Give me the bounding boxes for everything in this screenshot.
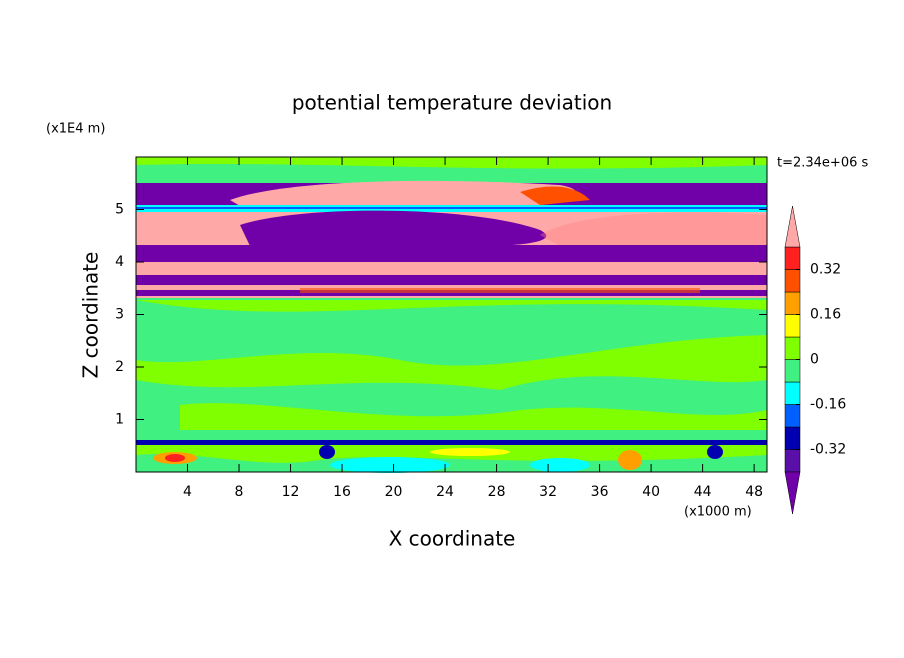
x-tick-label: 20 [385, 484, 403, 500]
x-tick-label: 36 [591, 484, 609, 500]
colorbar-band [784, 314, 801, 338]
colorbar-band [784, 291, 801, 315]
colorbar-bottom [784, 471, 801, 515]
contour-field [136, 157, 767, 473]
colorbar-band [784, 246, 801, 270]
chart-title: potential temperature deviation [292, 91, 612, 115]
colorbar-band [784, 359, 801, 383]
x-tick-label: 28 [488, 484, 506, 500]
colorbar-tick-label: 0.32 [810, 262, 841, 278]
colorbar-tick-label: 0 [810, 352, 819, 368]
y-tick-label: 3 [115, 307, 124, 323]
x-tick-label: 44 [694, 484, 712, 500]
y-tick-label: 2 [115, 359, 124, 375]
colorbar-tick-label: -0.16 [810, 397, 846, 413]
x-tick-label: 12 [282, 484, 300, 500]
colorbar-band [784, 404, 801, 428]
colorbar-band [784, 336, 801, 360]
x-tick-label: 24 [436, 484, 454, 500]
x-unit: (x1000 m) [684, 505, 752, 520]
y-tick-label: 5 [115, 202, 124, 218]
x-tick-label: 16 [333, 484, 351, 500]
y-axis-label: Z coordinate [79, 252, 103, 379]
x-tick-label: 48 [745, 484, 763, 500]
x-tick-label: 32 [539, 484, 557, 500]
x-axis-label: X coordinate [389, 527, 516, 551]
colorbar-band [784, 381, 801, 405]
x-tick-label: 8 [235, 484, 244, 500]
colorbar-band [784, 449, 801, 473]
y-tick-label: 1 [115, 412, 124, 428]
colorbar-band [784, 426, 801, 450]
colorbar-band [784, 269, 801, 293]
colorbar-tick-label: -0.32 [810, 442, 846, 458]
colorbar-top [784, 205, 801, 248]
y-unit: (x1E4 m) [46, 122, 105, 137]
colorbar-tick-label: 0.16 [810, 307, 841, 323]
y-tick-label: 4 [115, 254, 124, 270]
x-tick-label: 40 [642, 484, 660, 500]
time-annotation: t=2.34e+06 s [777, 156, 869, 171]
x-tick-label: 4 [183, 484, 192, 500]
